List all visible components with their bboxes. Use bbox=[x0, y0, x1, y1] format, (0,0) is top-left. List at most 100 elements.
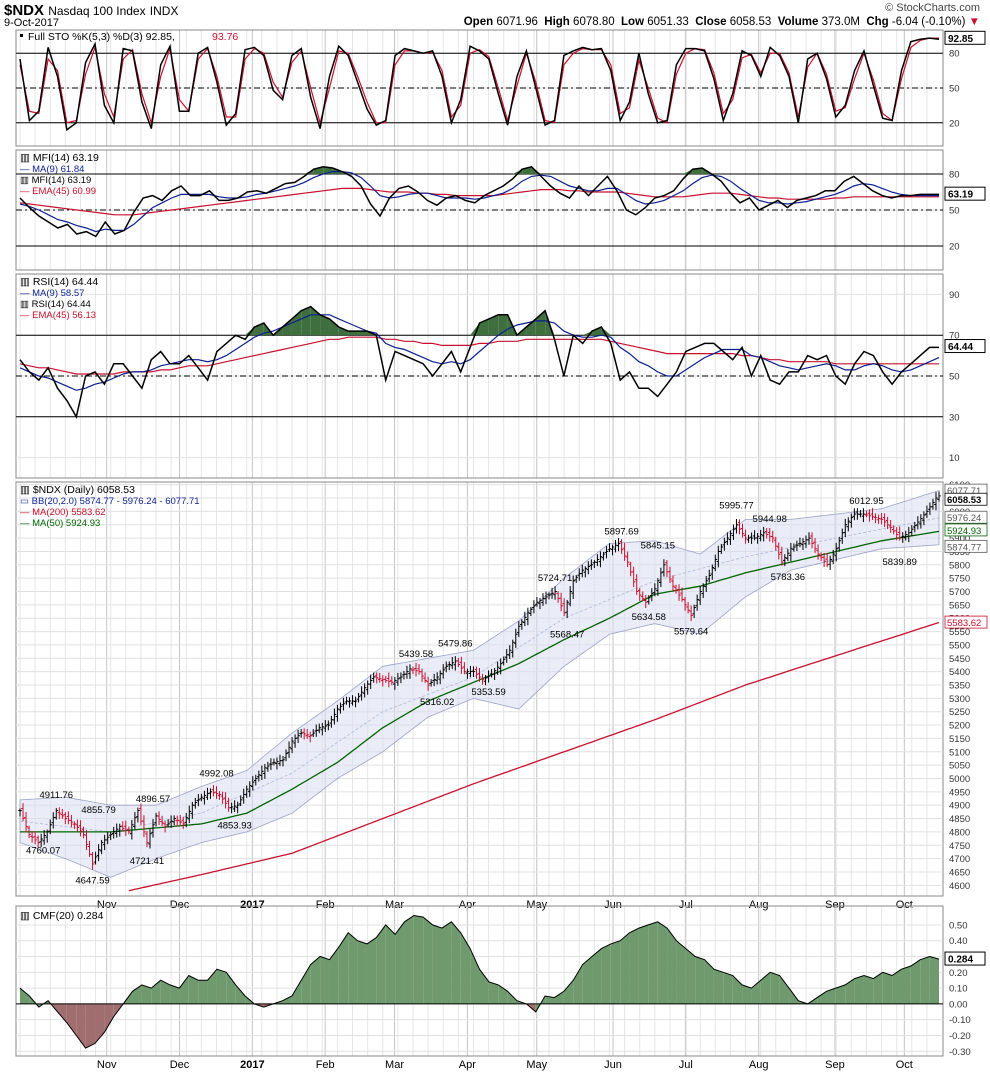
chg-label: Chg bbox=[866, 16, 889, 28]
ohlc-bar bbox=[538, 597, 542, 610]
overbought-fill bbox=[488, 314, 499, 336]
ohlc-bar bbox=[650, 588, 654, 602]
series-line-k bbox=[19, 37, 940, 132]
ohlc-bar bbox=[284, 749, 288, 762]
ohlc-bar bbox=[900, 532, 905, 543]
ohlc-bar bbox=[916, 516, 920, 530]
cmf-fill-positive bbox=[723, 972, 733, 1004]
cmf-fill-positive bbox=[188, 975, 199, 1004]
y-tick-label: 4850 bbox=[949, 814, 970, 825]
ohlc-bar bbox=[356, 692, 361, 703]
ohlc-bar bbox=[834, 542, 839, 562]
ohlc-bar bbox=[338, 702, 343, 714]
ohlc-bar bbox=[114, 823, 119, 838]
ohlc-bar bbox=[160, 815, 164, 826]
ohlc-bar bbox=[72, 821, 77, 829]
ohlc-bar bbox=[130, 819, 134, 840]
cmf-fill-negative bbox=[104, 1003, 114, 1033]
ohlc-bar bbox=[758, 529, 763, 542]
ohlc-bar bbox=[36, 835, 40, 848]
ohlc-bar bbox=[414, 662, 418, 677]
ohlc-bar bbox=[393, 677, 397, 690]
ohlc-bar bbox=[604, 546, 609, 559]
y-tick-label: 4650 bbox=[949, 867, 970, 878]
ohlc-bar bbox=[513, 628, 518, 648]
legend-d-value: 93.76 bbox=[212, 31, 238, 43]
x-month-label: Feb bbox=[316, 899, 335, 911]
ohlc-bar bbox=[27, 825, 31, 839]
ohlc-bar bbox=[368, 674, 373, 690]
ohlc-bar bbox=[238, 795, 243, 807]
ohlc-bar bbox=[668, 566, 672, 583]
chart-date: 9-Oct-2017 bbox=[4, 17, 60, 29]
volume-label: Volume bbox=[777, 16, 819, 28]
y-tick-label: 5750 bbox=[949, 574, 970, 585]
ohlc-bar bbox=[444, 661, 449, 673]
ohlc-bar bbox=[622, 542, 627, 561]
axis-value-box bbox=[944, 523, 988, 537]
y-tick-label: 50 bbox=[949, 84, 960, 95]
ohlc-bar bbox=[120, 821, 125, 832]
y-tick-label: 4600 bbox=[949, 881, 970, 892]
ohlc-bar bbox=[598, 551, 603, 568]
ohlc-bar bbox=[399, 672, 403, 684]
overbought-fill bbox=[320, 314, 330, 336]
cmf-fill-positive bbox=[291, 980, 302, 1004]
ohlc-bar bbox=[822, 552, 826, 568]
ohlc-bar bbox=[737, 519, 742, 535]
y-tick-label: 0.10 bbox=[949, 984, 968, 995]
panel-rsi: 90 70 50 30 10 ▥ RSI(14) 64.44— MA(9) 58.57▥ … bbox=[15, 273, 986, 479]
cmf-fill-negative bbox=[76, 1003, 86, 1049]
last-value-label: 0.284 bbox=[948, 955, 973, 966]
x-month-label: Mar bbox=[385, 1059, 404, 1071]
cmf-fill-positive bbox=[676, 940, 686, 1004]
price-annotation: 5995.77 bbox=[719, 501, 753, 512]
cmf-fill-positive bbox=[742, 984, 752, 1004]
legend-rsi-ema: — EMA(45) 56.13 bbox=[20, 310, 96, 321]
price-annotation: 4855.79 bbox=[81, 805, 115, 816]
cmf-fill-positive bbox=[667, 928, 677, 1004]
cmf-fill-positive bbox=[657, 921, 668, 1004]
overbought-fill bbox=[254, 322, 264, 336]
cmf-fill-positive bbox=[779, 975, 789, 1004]
ohlc-bar bbox=[362, 683, 367, 698]
ohlc-bar bbox=[831, 549, 835, 565]
ohlc-bar bbox=[922, 511, 926, 526]
ohlc-bar bbox=[586, 561, 591, 575]
ohlc-bar bbox=[257, 770, 261, 782]
open-label: Open bbox=[463, 16, 494, 28]
panel-stochastic: 80 50 20 Full STO %K(5,3) %D(3) 92.85, 93.76… bbox=[15, 29, 986, 147]
ohlc-bar bbox=[296, 729, 300, 743]
price-annotation: 5479.86 bbox=[438, 638, 472, 649]
cmf-fill-positive bbox=[601, 943, 611, 1004]
ohlc-bar bbox=[719, 543, 724, 555]
ohlc-bar bbox=[631, 566, 636, 588]
cmf-fill-positive bbox=[592, 948, 602, 1004]
cmf-fill-positive bbox=[695, 956, 705, 1004]
cmf-fill-positive bbox=[451, 921, 461, 1004]
ohlc-bar bbox=[39, 833, 43, 847]
ohlc-bar bbox=[75, 819, 80, 832]
ohlc-bar bbox=[311, 729, 316, 738]
ohlc-bar bbox=[931, 498, 935, 510]
y-tick-label: -0.10 bbox=[949, 1015, 971, 1026]
ohlc-bar bbox=[214, 786, 219, 799]
y-tick-label: 80 bbox=[949, 170, 960, 181]
ohlc-bar bbox=[704, 575, 709, 593]
ohlc-bar bbox=[507, 645, 512, 659]
ohlc-bar bbox=[465, 668, 470, 679]
ohlc-bar bbox=[532, 600, 536, 614]
ohlc-bar bbox=[934, 492, 938, 511]
ohlc-bar bbox=[607, 543, 612, 553]
ohlc-bar bbox=[653, 583, 657, 597]
ohlc-bar bbox=[456, 657, 461, 668]
legend-mfi-ma: — MA(9) 61.84 bbox=[20, 164, 84, 175]
cmf-line bbox=[19, 914, 940, 1049]
ohlc-bar bbox=[323, 720, 328, 733]
ohlc-bar bbox=[843, 518, 848, 538]
ohlc-bar bbox=[462, 662, 467, 675]
ohlc-bar bbox=[677, 584, 681, 601]
legend-cmf: ▥ CMF(20) 0.284 bbox=[20, 910, 104, 922]
ohlc-bar bbox=[426, 676, 430, 691]
